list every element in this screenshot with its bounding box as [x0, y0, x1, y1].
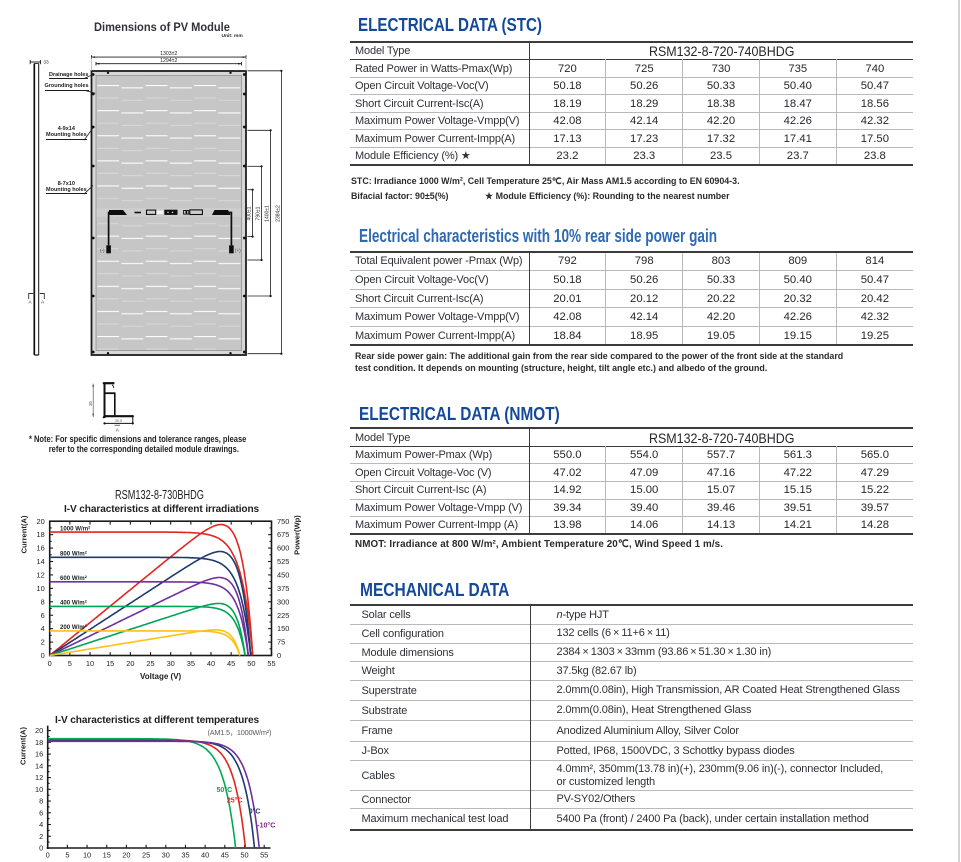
- svg-text:8: 8: [41, 597, 45, 606]
- svg-text:10: 10: [36, 584, 44, 593]
- svg-text:2: 2: [39, 832, 43, 841]
- svg-text:10: 10: [35, 785, 43, 794]
- svg-text:35: 35: [181, 851, 189, 860]
- svg-text:A: A: [116, 428, 120, 434]
- svg-text:0: 0: [39, 844, 43, 853]
- svg-text:(-): (-): [100, 248, 105, 253]
- svg-text:55: 55: [260, 851, 268, 860]
- svg-text:750: 750: [277, 517, 289, 526]
- svg-text:675: 675: [277, 530, 289, 539]
- svg-text:525: 525: [277, 557, 289, 566]
- svg-text:1400±1: 1400±1: [265, 205, 271, 222]
- svg-text:1000 W/m²: 1000 W/m²: [60, 525, 90, 532]
- svg-text:30.5: 30.5: [115, 419, 122, 423]
- svg-text:5: 5: [65, 851, 69, 860]
- svg-text:20: 20: [126, 659, 134, 668]
- svg-text:300: 300: [277, 597, 289, 606]
- svg-text:50: 50: [240, 851, 248, 860]
- svg-text:2: 2: [41, 638, 45, 647]
- svg-text:18: 18: [35, 738, 43, 747]
- svg-text:14: 14: [35, 761, 43, 770]
- svg-text:A: A: [41, 300, 45, 305]
- svg-text:40: 40: [207, 659, 215, 668]
- svg-text:2384±2: 2384±2: [275, 205, 281, 222]
- svg-text:A: A: [28, 300, 32, 305]
- svg-text:1303±2: 1303±2: [160, 51, 177, 57]
- svg-text:400±1: 400±1: [247, 206, 253, 220]
- svg-text:200 W/m²: 200 W/m²: [60, 624, 87, 631]
- svg-text:(+): (+): [235, 248, 241, 253]
- svg-text:33: 33: [43, 59, 49, 65]
- svg-text:25: 25: [146, 659, 154, 668]
- svg-text:0°C: 0°C: [249, 808, 261, 816]
- svg-text:15: 15: [103, 851, 111, 860]
- svg-text:-10°C: -10°C: [257, 821, 275, 829]
- svg-text:1294±2: 1294±2: [160, 58, 177, 64]
- svg-text:35: 35: [187, 659, 195, 668]
- svg-text:40: 40: [201, 851, 209, 860]
- svg-text:4: 4: [39, 820, 43, 829]
- svg-text:0: 0: [46, 851, 50, 860]
- svg-text:20: 20: [35, 726, 43, 735]
- svg-text:15: 15: [106, 659, 114, 668]
- svg-text:Voltage (V): Voltage (V): [140, 672, 182, 681]
- svg-text:25°C: 25°C: [227, 797, 243, 805]
- svg-text:16: 16: [36, 544, 44, 553]
- svg-text:50: 50: [247, 659, 255, 668]
- svg-text:790±1: 790±1: [256, 206, 262, 220]
- svg-text:150: 150: [277, 624, 289, 633]
- svg-text:75: 75: [277, 638, 285, 647]
- svg-text:10: 10: [83, 851, 91, 860]
- svg-text:16: 16: [35, 750, 43, 759]
- svg-text:6: 6: [41, 611, 45, 620]
- svg-text:12: 12: [35, 773, 43, 782]
- svg-text:45: 45: [221, 851, 229, 860]
- svg-text:45: 45: [227, 659, 235, 668]
- svg-text:225: 225: [277, 611, 289, 620]
- svg-text:20: 20: [36, 517, 44, 526]
- svg-text:Current(A): Current(A): [19, 727, 28, 765]
- svg-text:4: 4: [41, 624, 45, 633]
- svg-text:30: 30: [162, 851, 170, 860]
- svg-text:0: 0: [48, 659, 52, 668]
- svg-text:35: 35: [88, 401, 93, 406]
- svg-text:8: 8: [39, 797, 43, 806]
- svg-text:5: 5: [68, 659, 72, 668]
- svg-text:600: 600: [277, 544, 289, 553]
- svg-text:Current(A): Current(A): [20, 515, 29, 553]
- svg-text:400 W/m²: 400 W/m²: [60, 600, 87, 607]
- svg-text:10: 10: [86, 659, 94, 668]
- svg-text:600 W/m²: 600 W/m²: [60, 575, 87, 582]
- svg-text:25: 25: [142, 851, 150, 860]
- svg-text:450: 450: [277, 571, 289, 580]
- svg-text:800 W/m²: 800 W/m²: [60, 551, 87, 558]
- svg-text:375: 375: [277, 584, 289, 593]
- svg-text:6: 6: [39, 808, 43, 817]
- svg-text:14: 14: [36, 557, 44, 566]
- svg-text:30: 30: [167, 659, 175, 668]
- svg-text:0: 0: [277, 651, 281, 660]
- svg-text:55: 55: [267, 659, 275, 668]
- svg-text:12: 12: [36, 571, 44, 580]
- svg-text:Power(Wp): Power(Wp): [293, 515, 302, 555]
- svg-text:0: 0: [41, 651, 45, 660]
- svg-text:20: 20: [122, 851, 130, 860]
- svg-text:18: 18: [36, 530, 44, 539]
- svg-text:50°C: 50°C: [217, 786, 233, 794]
